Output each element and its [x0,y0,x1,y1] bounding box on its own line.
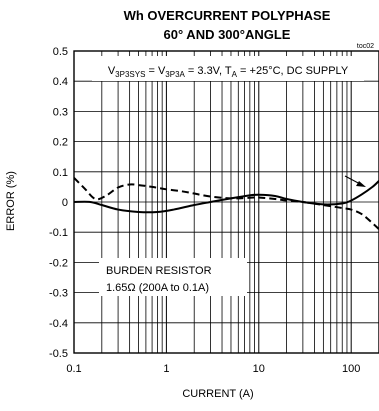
x-tick-labels: 0.1 1 10 100 [66,363,360,375]
series-line-dashed [74,177,379,230]
y-tick-label: 0.2 [53,137,68,149]
y-tick-label: 0.3 [53,106,68,118]
x-tick-label: 10 [253,363,265,375]
grid [73,50,379,354]
y-tick-label: -0.5 [49,348,68,360]
x-tick-label: 0.1 [66,363,81,375]
series-line-solid [74,180,379,214]
chart-title-line-2: 60° AND 300°ANGLE [164,27,291,42]
y-axis-label: ERROR (%) [5,171,17,231]
conditions-box [92,56,364,81]
annotation-arrow-head [356,181,366,187]
series-group [74,177,379,230]
x-axis-label: CURRENT (A) [182,388,253,400]
y-tick-label: -0.1 [49,227,68,239]
y-tick-label: 0.4 [53,76,68,88]
conditions-eq1: = V [145,65,166,77]
y-tick-label: 0.5 [53,46,68,58]
conditions-v-a-subscript: 3P3A [165,70,185,79]
conditions-eq2: = 3.3V, T [185,65,232,77]
chart-title-line-1: Wh OVERCURRENT POLYPHASE [124,8,331,23]
conditions-v-sys-subscript: 3P3SYS [115,70,145,79]
annotation-line-2: 1.65Ω (200A to 0.1A) [106,282,209,294]
y-tick-label: 0 [62,197,68,209]
y-tick-label: -0.4 [49,318,68,330]
y-tick-label: -0.2 [49,257,68,269]
plot-border [73,50,379,354]
annotation-line-1: BURDEN RESISTOR [106,265,212,277]
conditions-t-subscript: A [232,70,238,79]
y-tick-label: 0.1 [53,167,68,179]
conditions-text: V3P3SYS = V3P3A = 3.3V, TA = +25°C, DC S… [108,65,349,79]
annotation-box [99,258,247,296]
conditions-v-sys: V [108,65,116,77]
figure-code: toc02 [357,43,374,50]
conditions-rest: = +25°C, DC SUPPLY [237,65,349,77]
x-tick-label: 100 [342,363,360,375]
x-tick-label: 1 [163,363,169,375]
y-tick-labels: 0.5 0.4 0.3 0.2 0.1 0 -0.1 -0.2 -0.3 -0.4 -0.5 [49,46,68,360]
y-tick-label: -0.3 [49,288,68,300]
